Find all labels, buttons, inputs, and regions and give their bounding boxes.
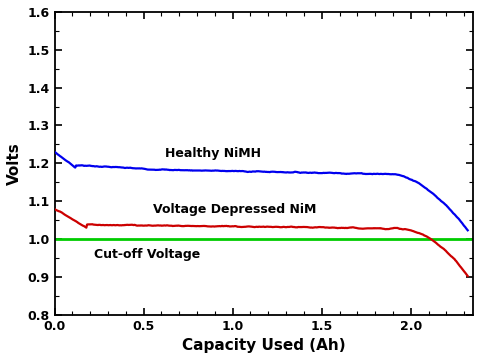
Text: Cut-off Voltage: Cut-off Voltage xyxy=(94,248,200,261)
Y-axis label: Volts: Volts xyxy=(7,142,22,185)
Text: Voltage Depressed NiM: Voltage Depressed NiM xyxy=(153,203,316,216)
Text: Healthy NiMH: Healthy NiMH xyxy=(165,147,261,160)
X-axis label: Capacity Used (Ah): Capacity Used (Ah) xyxy=(182,338,346,353)
